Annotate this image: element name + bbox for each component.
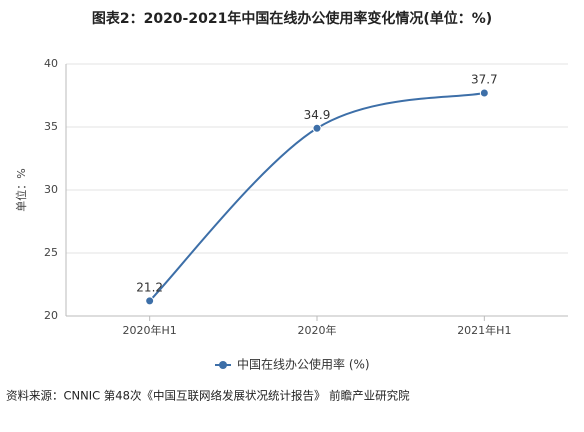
point bbox=[479, 88, 489, 98]
legend-marker bbox=[219, 361, 227, 369]
x-tick-label: 2020年H1 bbox=[123, 323, 177, 337]
x-tick-label: 2020年 bbox=[298, 323, 337, 337]
y-axis-label: 单位：% bbox=[14, 168, 28, 211]
chart-title: 图表2：2020-2021年中国在线办公使用率变化情况(单位：%) bbox=[92, 10, 492, 27]
y-tick-label: 20 bbox=[44, 309, 58, 322]
x-tick-label: 2021年H1 bbox=[457, 323, 511, 337]
y-tick-label: 25 bbox=[44, 246, 58, 259]
data-label: 37.7 bbox=[471, 72, 498, 86]
source: 资料来源：CNNIC 第48次《中国互联网络发展状况统计报告》 前瞻产业研究院 bbox=[6, 389, 410, 403]
point bbox=[145, 296, 155, 306]
point bbox=[312, 123, 322, 133]
data-label: 21.2 bbox=[136, 280, 163, 294]
y-tick-label: 35 bbox=[44, 120, 58, 133]
data-label: 34.9 bbox=[304, 108, 331, 122]
legend-label: 中国在线办公使用率 (%) bbox=[237, 357, 370, 372]
y-tick-label: 40 bbox=[44, 57, 58, 70]
y-tick-label: 30 bbox=[44, 183, 58, 196]
